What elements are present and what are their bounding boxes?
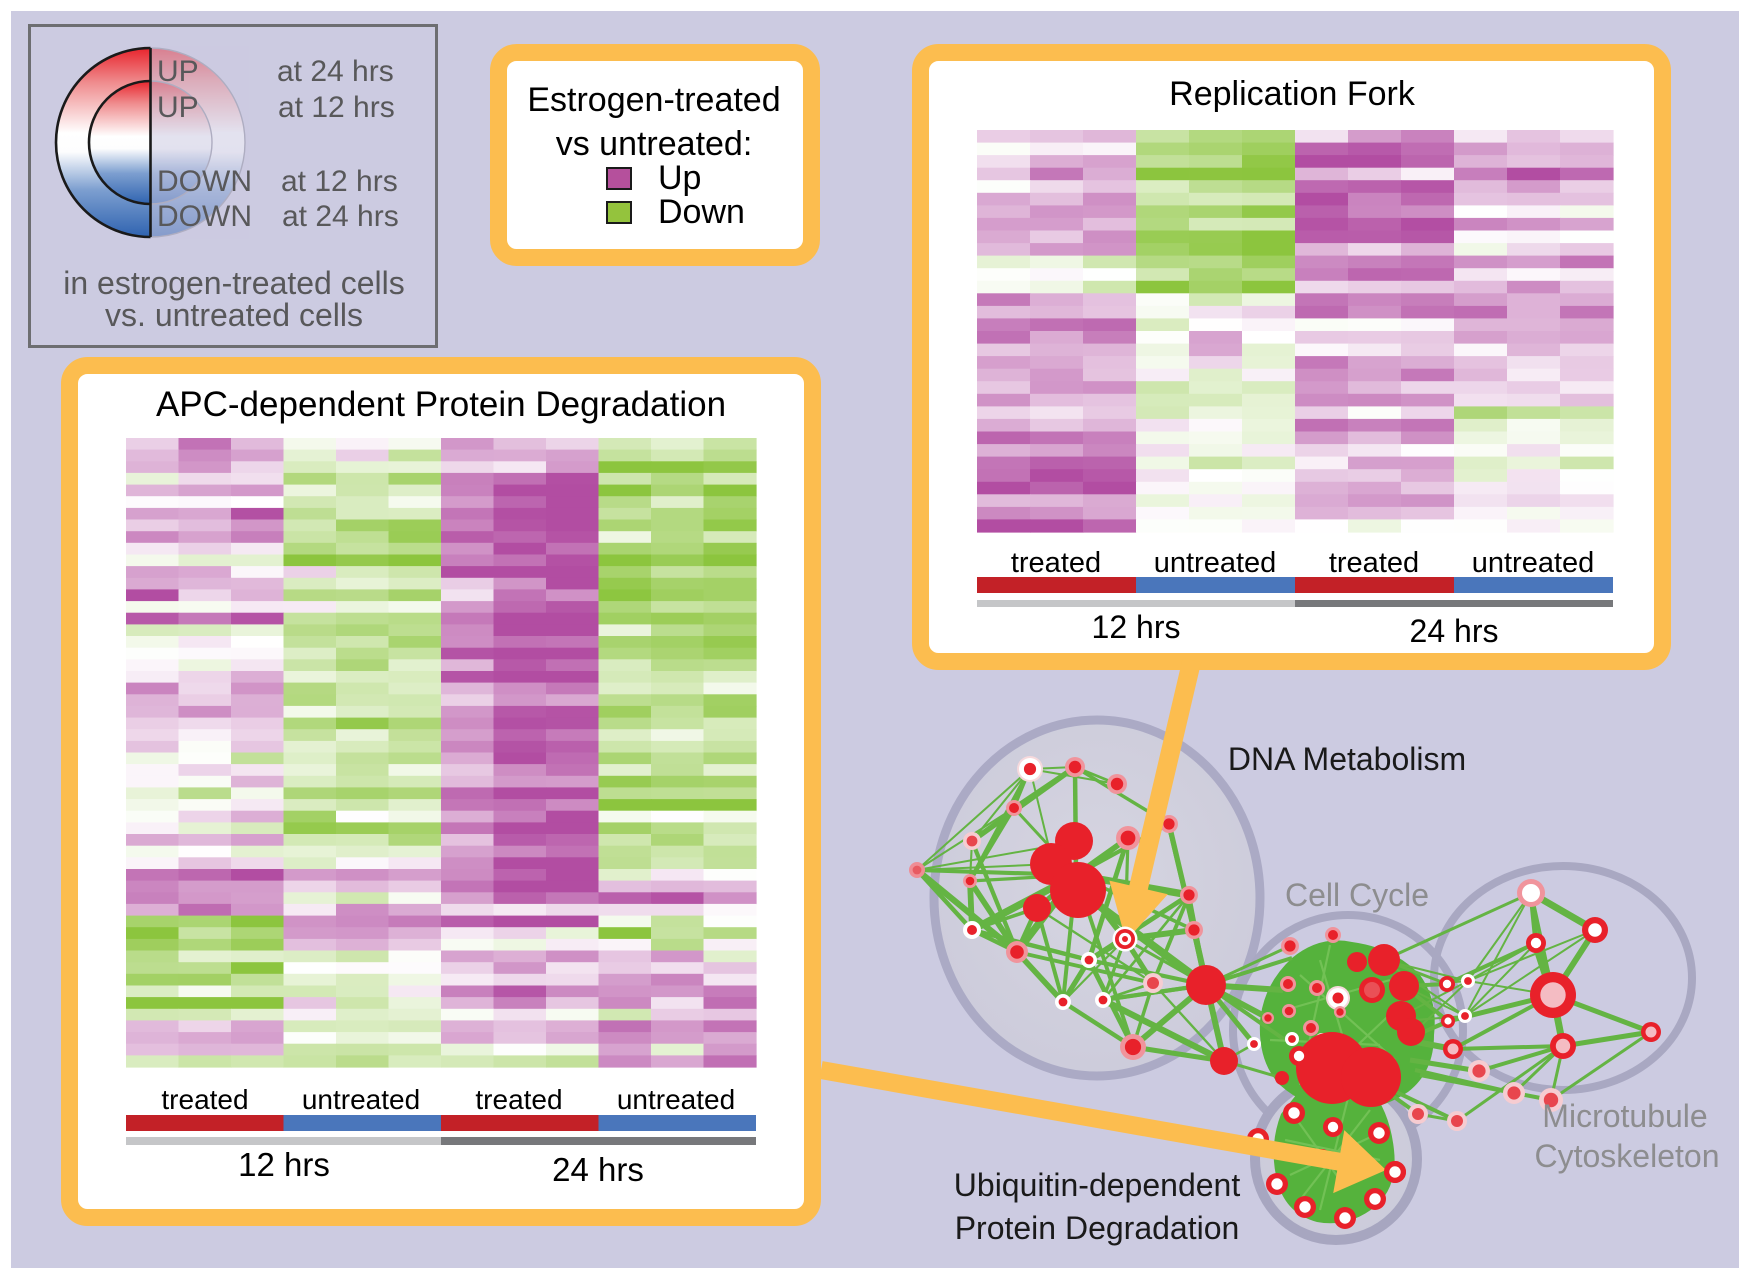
svg-text:24 hrs: 24 hrs: [1410, 613, 1499, 649]
svg-text:Microtubule: Microtubule: [1542, 1098, 1707, 1134]
svg-text:Cytoskeleton: Cytoskeleton: [1535, 1138, 1720, 1174]
svg-text:treated: treated: [1011, 547, 1101, 579]
svg-text:at 12 hrs: at 12 hrs: [281, 165, 398, 198]
svg-text:untreated: untreated: [1472, 547, 1595, 579]
svg-text:Ubiquitin-dependent: Ubiquitin-dependent: [954, 1167, 1241, 1203]
svg-text:APC-dependent Protein Degradat: APC-dependent Protein Degradation: [156, 385, 726, 424]
svg-text:DOWN: DOWN: [157, 165, 252, 198]
svg-text:Down: Down: [658, 193, 745, 231]
svg-text:DNA Metabolism: DNA Metabolism: [1228, 741, 1466, 777]
svg-text:UP: UP: [157, 91, 199, 124]
svg-text:Protein Degradation: Protein Degradation: [955, 1210, 1240, 1246]
svg-text:UP: UP: [157, 55, 199, 88]
svg-text:Up: Up: [658, 159, 701, 197]
svg-text:at 12 hrs: at 12 hrs: [278, 91, 395, 124]
svg-text:at 24 hrs: at 24 hrs: [277, 55, 394, 88]
svg-text:treated: treated: [475, 1084, 562, 1115]
svg-text:at 24 hrs: at 24 hrs: [282, 200, 399, 233]
svg-text:24 hrs: 24 hrs: [552, 1151, 644, 1188]
svg-text:untreated: untreated: [302, 1084, 420, 1115]
svg-text:Estrogen-treated: Estrogen-treated: [527, 81, 780, 119]
svg-text:treated: treated: [161, 1084, 248, 1115]
svg-text:in estrogen-treated cells: in estrogen-treated cells: [63, 265, 405, 301]
svg-text:12 hrs: 12 hrs: [1092, 609, 1181, 645]
svg-text:untreated: untreated: [617, 1084, 735, 1115]
svg-text:12 hrs: 12 hrs: [238, 1146, 330, 1183]
svg-text:DOWN: DOWN: [157, 200, 252, 233]
svg-text:vs. untreated cells: vs. untreated cells: [105, 297, 363, 333]
svg-text:treated: treated: [1329, 547, 1419, 579]
svg-text:untreated: untreated: [1154, 547, 1277, 579]
svg-text:Replication Fork: Replication Fork: [1169, 75, 1416, 113]
svg-text:Cell Cycle: Cell Cycle: [1285, 877, 1429, 913]
svg-text:vs untreated:: vs untreated:: [556, 125, 753, 163]
